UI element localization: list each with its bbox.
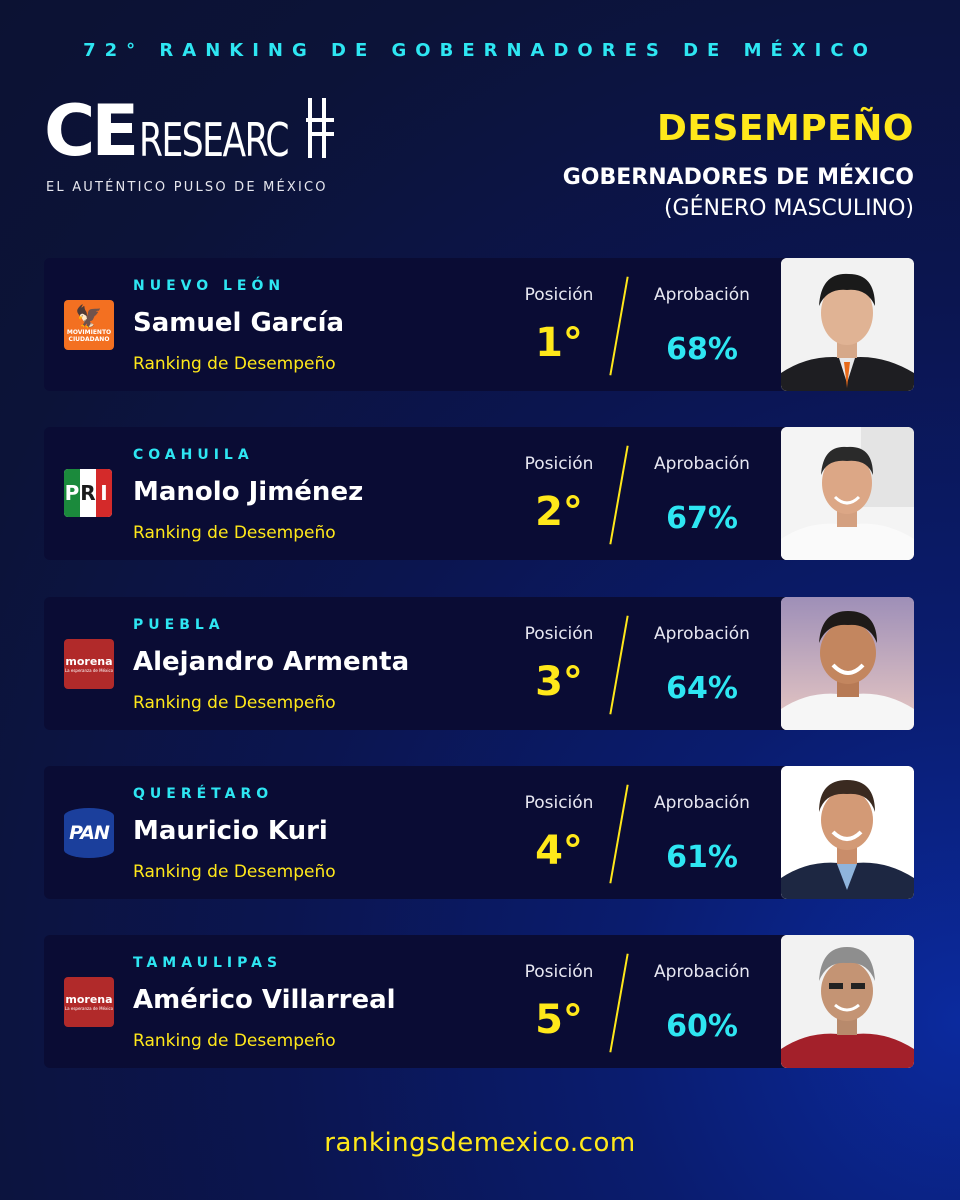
party-logo-text: La esperanza de México [64,1005,114,1011]
page-subtitle-gender: (GÉNERO MASCULINO) [663,196,914,221]
governor-name: Manolo Jiménez [133,477,364,507]
position-label: Posición [524,454,594,474]
governor-name: Mauricio Kuri [133,816,328,846]
position-value: 5° [535,997,583,1043]
approval-value: 68% [666,332,738,367]
ranking-label: Ranking de Desempeño [133,1031,336,1051]
position-value: 3° [535,659,583,705]
divider [609,276,629,376]
top-banner: 72° RANKING DE GOBERNADORES DE MÉXICO [83,40,877,61]
movimiento-ciudadano-icon: 🦅 MOVIMIENTO CIUDADANO [64,300,114,350]
state-label: PUEBLA [133,617,225,633]
state-label: QUERÉTARO [133,786,274,802]
logo-research-text: RESEARC [139,113,289,167]
divider [609,445,629,545]
page-title: DESEMPEÑO [656,108,914,149]
position-value: 2° [535,489,583,535]
morena-icon: morena La esperanza de México [64,639,114,689]
party-logo-text: PAN [69,822,110,844]
governor-card: morena La esperanza de México TAMAULIPAS… [44,935,914,1068]
approval-value: 64% [666,671,738,706]
governor-photo [781,766,914,899]
party-logo-text: MOVIMIENTO CIUDADANO [66,329,112,343]
governor-photo [781,935,914,1068]
approval-label: Aprobación [654,962,750,982]
approval-label: Aprobación [654,624,750,644]
position-label: Posición [524,793,594,813]
governor-name: Samuel García [133,308,345,338]
party-logo-text: I [96,469,112,517]
divider [609,784,629,884]
governor-name: Alejandro Armenta [133,647,410,677]
position-label: Posición [524,962,594,982]
ranking-label: Ranking de Desempeño [133,354,336,374]
footer-url[interactable]: rankingsdemexico.com [324,1128,636,1158]
governor-card: P R I COAHUILA Manolo Jiménez Ranking de… [44,427,914,560]
divider [609,953,629,1053]
divider [609,615,629,715]
approval-label: Aprobación [654,793,750,813]
party-logo-text: La esperanza de México [64,667,114,673]
party-logo-text: morena [65,992,113,1006]
governor-photo [781,597,914,730]
governor-photo [781,258,914,391]
state-label: TAMAULIPAS [133,955,283,971]
governor-card: PAN QUERÉTARO Mauricio Kuri Ranking de D… [44,766,914,899]
party-logo-text: morena [65,654,113,668]
approval-label: Aprobación [654,454,750,474]
morena-icon: morena La esperanza de México [64,977,114,1027]
governor-photo [781,427,914,560]
position-label: Posición [524,624,594,644]
ce-research-logo: CE RESEARC EL AUTÉNTICO PULSO DE MÉXICO [44,96,334,206]
position-value: 4° [535,828,583,874]
logo-tagline: EL AUTÉNTICO PULSO DE MÉXICO [46,180,328,195]
approval-value: 67% [666,501,738,536]
page-subtitle: GOBERNADORES DE MÉXICO [562,165,914,190]
governor-name: Américo Villarreal [133,985,396,1015]
position-label: Posición [524,285,594,305]
governor-card: 🦅 MOVIMIENTO CIUDADANO NUEVO LEÓN Samuel… [44,258,914,391]
ranking-label: Ranking de Desempeño [133,693,336,713]
pri-icon: P R I [64,469,112,517]
state-label: NUEVO LEÓN [133,278,286,294]
party-logo-text: P [64,469,80,517]
ranking-label: Ranking de Desempeño [133,523,336,543]
approval-label: Aprobación [654,285,750,305]
header-block: DESEMPEÑO GOBERNADORES DE MÉXICO (GÉNERO… [563,108,914,221]
approval-value: 60% [666,1009,738,1044]
approval-value: 61% [666,840,738,875]
logo-hash-icon [306,98,334,158]
ranking-label: Ranking de Desempeño [133,862,336,882]
position-value: 1° [535,320,583,366]
pan-icon: PAN [64,808,114,858]
logo-ce-text: CE [44,90,139,172]
state-label: COAHUILA [133,447,254,463]
party-logo-text: R [80,469,96,517]
governor-card: morena La esperanza de México PUEBLA Ale… [44,597,914,730]
